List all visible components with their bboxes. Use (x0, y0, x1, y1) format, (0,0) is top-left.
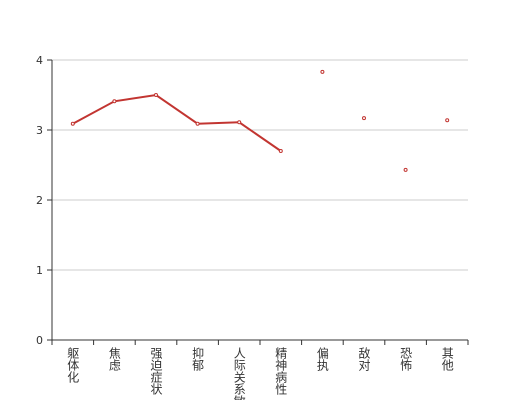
y-tick-label: 3 (36, 124, 43, 137)
point (237, 120, 242, 125)
y-tick-label: 4 (36, 54, 43, 67)
x-tick-label: 恐怖 (399, 347, 413, 371)
point (403, 167, 408, 172)
point (154, 93, 158, 97)
x-tick-label: 其他 (440, 347, 454, 371)
point (195, 121, 200, 126)
point (362, 116, 366, 121)
point (320, 69, 325, 74)
x-tick-label: 躯体化 (66, 346, 80, 384)
x-tick-label: 抑郁 (191, 346, 205, 372)
point (70, 121, 75, 126)
y-tick-label: 2 (36, 194, 43, 207)
y-tick-label: 0 (36, 334, 43, 347)
x-tick-label: 焦虑 (107, 347, 121, 371)
y-tick-label: 1 (36, 264, 43, 277)
point (278, 149, 283, 153)
x-tick-label: 敌对 (357, 346, 371, 371)
line (72, 93, 282, 152)
x-tick-label: 精神病性 (274, 347, 288, 396)
point (445, 118, 450, 123)
x-tick-label: 强迫症状 (149, 347, 163, 395)
x-tick-label: 偏执 (315, 346, 329, 372)
point (112, 99, 117, 104)
x-tick-label: 人际关系敏感 (232, 347, 246, 400)
